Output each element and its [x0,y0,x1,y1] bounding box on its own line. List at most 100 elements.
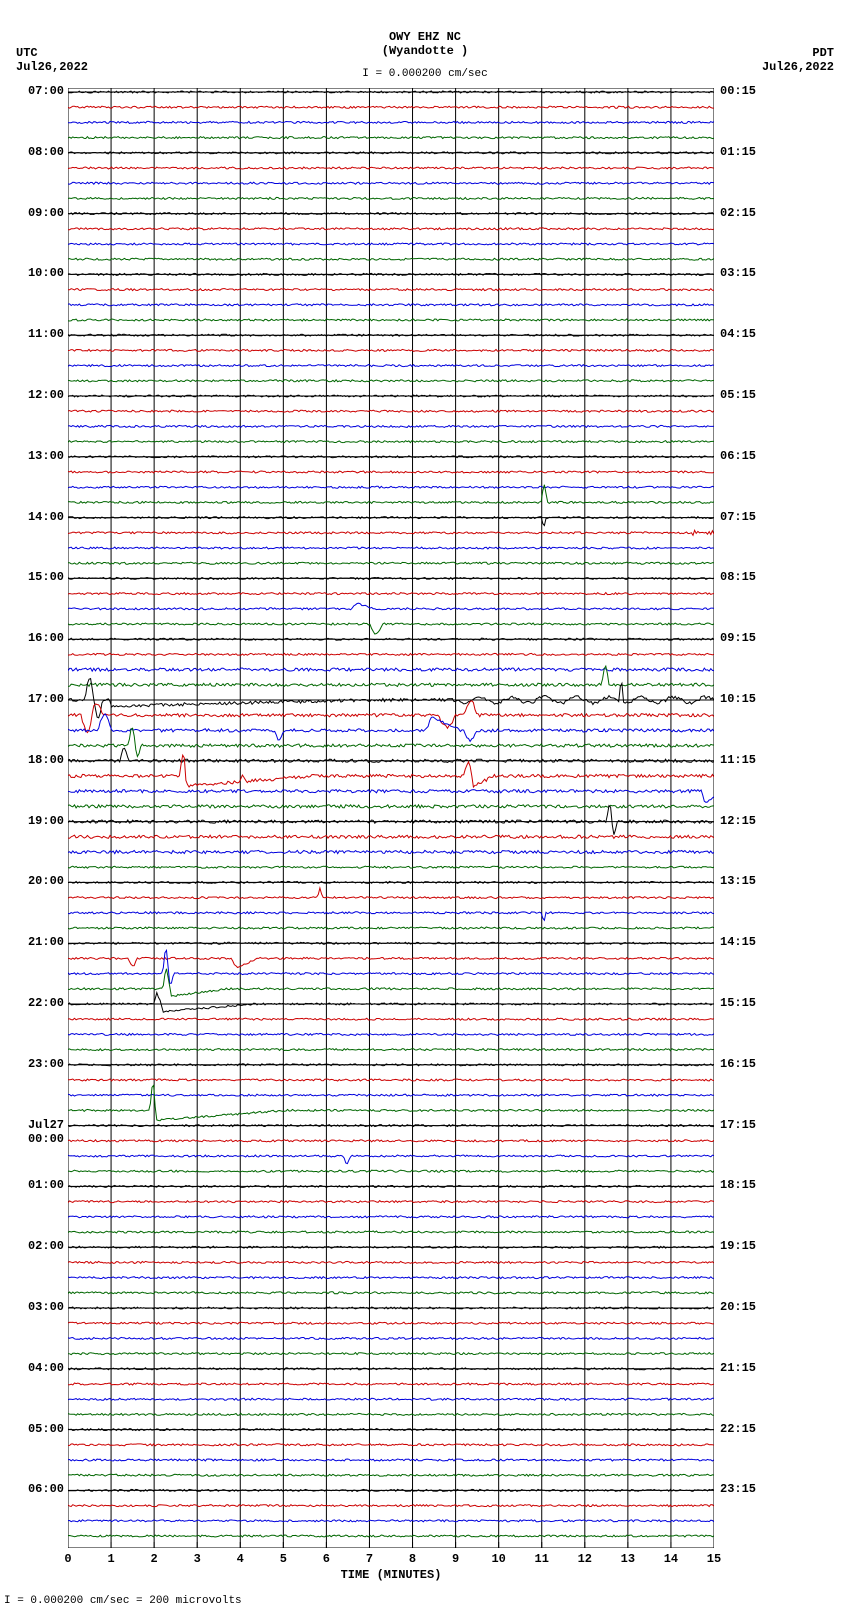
right-hour-label: 13:15 [720,874,780,888]
xaxis-tick-label: 10 [487,1552,511,1566]
left-hour-label: 05:00 [4,1422,64,1436]
trace-row [68,304,714,306]
trace-row [68,349,714,351]
trace-row [68,486,714,488]
right-hour-label: 08:15 [720,570,780,584]
left-hour-label: 10:00 [4,266,64,280]
right-hour-label: 02:15 [720,206,780,220]
xaxis-title-wrap: TIME (MINUTES) [68,1568,714,1582]
trace-row [68,530,714,535]
trace-row [68,850,714,853]
right-hour-label: 23:15 [720,1482,780,1496]
trace-row [68,1413,714,1415]
trace-row [68,1049,714,1051]
xaxis-tick-label: 4 [228,1552,252,1566]
title-line-2: (Wyandotte ) [0,44,850,58]
right-hour-label: 07:15 [720,510,780,524]
xaxis-tick-label: 1 [99,1552,123,1566]
right-hour-label: 03:15 [720,266,780,280]
trace-row [68,106,714,108]
trace-row [68,653,714,655]
trace-row [68,1383,714,1385]
right-timezone: PDT Jul26,2022 [762,46,834,74]
trace-row [68,748,714,762]
trace-row [68,950,714,983]
left-date: Jul26,2022 [16,60,88,74]
xaxis-tick-label: 15 [702,1552,726,1566]
left-hour-label: 18:00 [4,753,64,767]
trace-row [68,1261,714,1263]
trace-row [68,471,714,473]
left-hour-label: 16:00 [4,631,64,645]
xaxis-tick-label: 7 [357,1552,381,1566]
right-hour-label: 12:15 [720,814,780,828]
trace-row [68,1231,714,1233]
trace-row [68,593,714,595]
trace-row [68,881,714,883]
trace-row [68,1444,714,1446]
left-hour-label: 20:00 [4,874,64,888]
trace-row [68,957,714,967]
trace-row [68,1170,714,1172]
trace-row [68,441,714,443]
trace-row [68,365,714,367]
trace-row [68,1085,714,1120]
trace-row [68,790,714,803]
right-hour-label: 19:15 [720,1239,780,1253]
left-hour-label: 01:00 [4,1178,64,1192]
trace-row [68,728,714,756]
trace-row [68,1094,714,1096]
left-hour-label: 14:00 [4,510,64,524]
trace-row [68,806,714,835]
left-hour-label: 08:00 [4,145,64,159]
trace-row [68,866,714,868]
right-hour-label: 17:15 [720,1118,780,1132]
right-hour-label: 20:15 [720,1300,780,1314]
right-hour-label: 18:15 [720,1178,780,1192]
trace-row [68,1535,714,1537]
right-hour-label: 21:15 [720,1361,780,1375]
trace-row [68,603,714,610]
right-hour-label: 22:15 [720,1422,780,1436]
left-hour-label: Jul27 00:00 [4,1118,64,1146]
seismogram-page: OWY EHZ NC (Wyandotte ) I = 0.000200 cm/… [0,0,850,1613]
right-date: Jul26,2022 [762,60,834,74]
left-hour-label: 06:00 [4,1482,64,1496]
trace-row [68,1201,714,1203]
right-hour-label: 14:15 [720,935,780,949]
trace-row [68,319,714,321]
xaxis-tick-label: 0 [56,1552,80,1566]
trace-row [68,1459,714,1461]
trace-row [68,1079,714,1081]
left-hour-label: 12:00 [4,388,64,402]
trace-row [68,1474,714,1476]
footer-text: = 0.000200 cm/sec = 200 microvolts [17,1595,241,1607]
right-hour-label: 10:15 [720,692,780,706]
left-hour-label: 15:00 [4,570,64,584]
trace-row [68,380,714,382]
trace-row [68,182,714,184]
trace-row [68,562,714,564]
trace-row [68,425,714,427]
trace-row [68,197,714,199]
scale-bar-icon: I [362,68,369,80]
trace-row [68,243,714,245]
left-hour-label: 17:00 [4,692,64,706]
scale-note: I = 0.000200 cm/sec [0,68,850,80]
trace-row [68,623,714,634]
trace-row [68,1398,714,1400]
right-hour-label: 06:15 [720,449,780,463]
trace-row [68,1337,714,1339]
xaxis-tick-label: 12 [573,1552,597,1566]
left-hour-label: 19:00 [4,814,64,828]
trace-row [68,668,714,671]
trace-row [68,1322,714,1324]
trace-row [68,1140,714,1142]
left-hour-label: 02:00 [4,1239,64,1253]
left-tz-label: UTC [16,46,88,60]
trace-row [68,1277,714,1279]
xaxis-tick-label: 13 [616,1552,640,1566]
trace-row [68,1018,714,1020]
trace-row [68,1292,714,1294]
right-hour-label: 01:15 [720,145,780,159]
